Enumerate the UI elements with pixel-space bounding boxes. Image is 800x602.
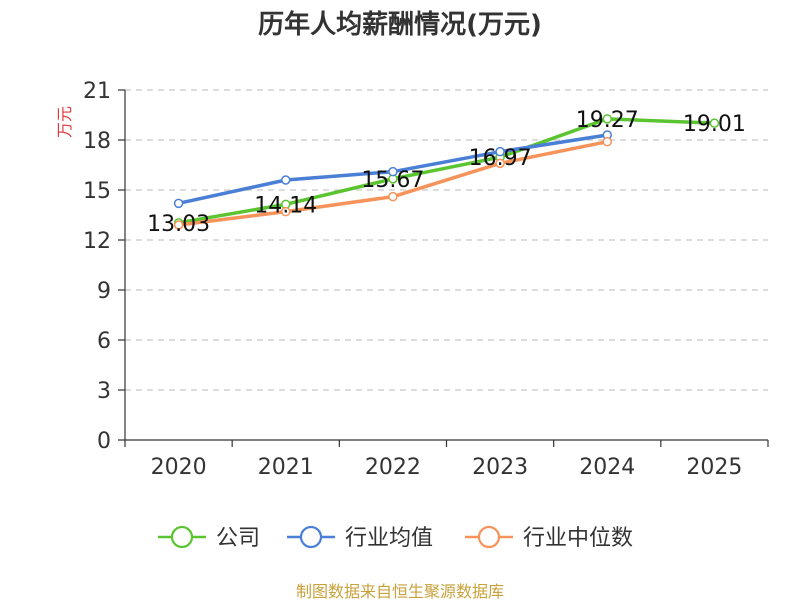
data-point: [173, 220, 184, 230]
data-point: [281, 175, 291, 185]
legend-label: 公司: [216, 526, 260, 551]
series-line-0: [178, 117, 715, 225]
y-tick-label: 0: [97, 429, 111, 454]
data-point: [388, 166, 398, 177]
data-point: [173, 198, 184, 209]
y-tick-label: 9: [97, 279, 111, 304]
x-tick-label: 2020: [151, 455, 207, 480]
data-point: [281, 206, 291, 217]
legend-label: 行业均值: [345, 526, 433, 551]
y-tick-label: 15: [83, 179, 111, 204]
y-tick-label: 3: [97, 379, 111, 404]
y-tick-label: 6: [97, 329, 111, 354]
legend-marker: [299, 525, 323, 549]
x-tick-label: 2022: [365, 455, 421, 480]
y-axis-label: 万元: [55, 106, 74, 138]
data-label: 15.67: [361, 168, 424, 193]
data-point: [495, 158, 505, 169]
data-label: 14.14: [254, 193, 317, 218]
x-tick-label: 2021: [258, 455, 314, 480]
x-tick-label: 2023: [472, 455, 528, 480]
data-point: [709, 118, 720, 128]
data-label: 19.01: [683, 112, 746, 137]
data-label: 19.27: [576, 108, 639, 133]
data-point: [495, 146, 505, 157]
data-point: [388, 191, 398, 202]
data-point: [602, 136, 612, 147]
source-note: 制图数据来自恒生聚源数据库: [295, 582, 504, 601]
chart-title: 历年人均薪酬情况(万元): [258, 10, 542, 40]
y-tick-label: 18: [83, 129, 111, 154]
x-tick-label: 2024: [579, 455, 635, 480]
legend-marker: [170, 525, 194, 549]
data-point: [602, 114, 612, 124]
x-tick-label: 2025: [686, 455, 742, 480]
data-label: 13.03: [147, 212, 210, 237]
y-tick-label: 12: [83, 229, 111, 254]
data-label: 16.97: [469, 146, 532, 171]
y-tick-label: 21: [83, 79, 111, 104]
legend-marker: [477, 525, 501, 549]
legend-label: 行业中位数: [523, 526, 633, 551]
